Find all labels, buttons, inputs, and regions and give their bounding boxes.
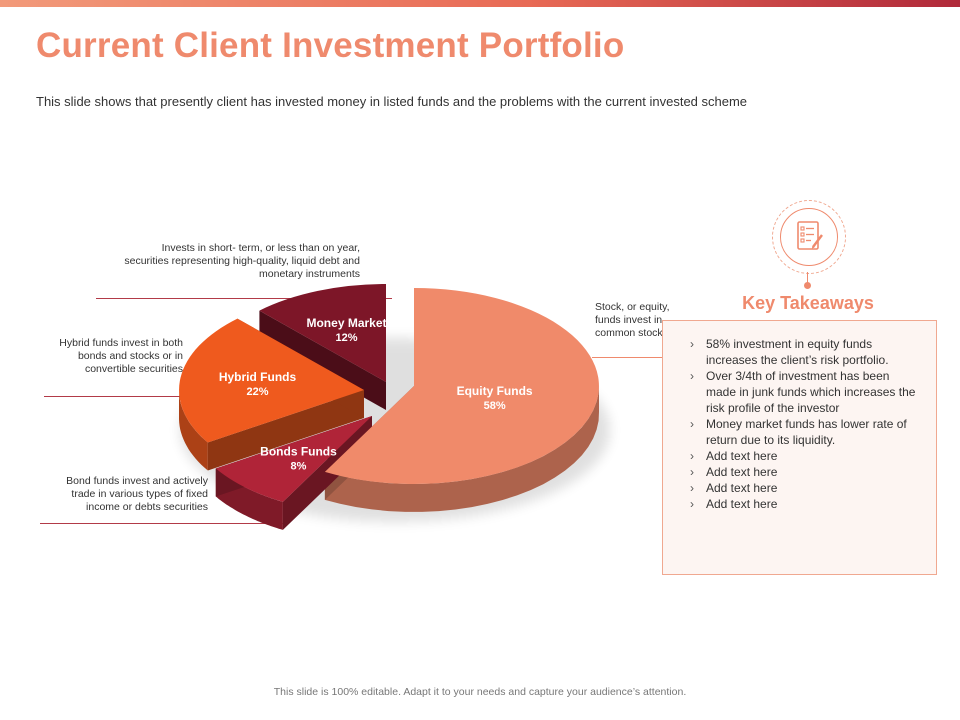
checklist-icon [772, 200, 846, 274]
takeaway-text: Add text here [706, 497, 778, 511]
leader-line-equity [592, 357, 684, 358]
takeaway-item: › Add text here [690, 496, 918, 512]
pie-slice-money-market [259, 284, 386, 382]
leader-line-hybrid [44, 396, 248, 397]
takeaway-item: › Over 3/4th of investment has been made … [690, 368, 918, 416]
pie-side-equity-funds [324, 383, 599, 512]
slice-value-label: 22% [246, 386, 268, 398]
pie-side-hybrid-funds [179, 387, 208, 471]
chevron-right-icon: › [690, 481, 694, 495]
icon-connector [807, 272, 808, 284]
takeaway-item: › Add text here [690, 480, 918, 496]
note-bonds: Bond funds invest and actively trade in … [66, 475, 208, 513]
slice-value-label: 8% [291, 460, 307, 472]
pie-chart-svg: Equity Funds 58% Bonds Funds 8% Hybrid Funds… [179, 284, 610, 530]
chevron-right-icon: › [690, 337, 694, 351]
slice-label: Equity Funds [457, 384, 533, 398]
pie-slice-bonds-funds [215, 416, 372, 502]
slice-label: Hybrid Funds [219, 370, 297, 384]
takeaway-text: Over 3/4th of investment has been made i… [706, 369, 916, 415]
chevron-right-icon: › [690, 417, 694, 431]
note-money-market: Invests in short- term, or less than on … [124, 242, 360, 280]
chevron-right-icon: › [690, 369, 694, 383]
chevron-right-icon: › [690, 497, 694, 511]
key-takeaways-list: › 58% investment in equity funds increase… [690, 336, 918, 512]
takeaway-text: Add text here [706, 449, 778, 463]
pie-chart: Equity Funds 58% Bonds Funds 8% Hybrid Funds… [150, 230, 630, 550]
slice-value-label: 12% [335, 332, 357, 344]
footer-note: This slide is 100% editable. Adapt it to… [273, 686, 687, 698]
leader-line-bonds [40, 523, 284, 524]
slice-value-label: 58% [484, 400, 506, 412]
pie-slice-equity-funds [324, 288, 599, 484]
takeaway-text: Add text here [706, 481, 778, 495]
icon-connector-dot [804, 282, 811, 289]
takeaway-item: › Add text here [690, 448, 918, 464]
takeaway-text: Add text here [706, 465, 778, 479]
key-takeaways-title: Key Takeaways [742, 293, 874, 313]
takeaway-item: › Money market funds has lower rate of re… [690, 416, 918, 448]
takeaway-text: Money market funds has lower rate of ret… [706, 417, 907, 447]
takeaway-item: › 58% investment in equity funds increase… [690, 336, 918, 368]
note-equity: Stock, or equity, funds invest in common… [595, 301, 670, 339]
pie-slice-hybrid-funds [179, 318, 364, 443]
key-takeaways-box [662, 320, 937, 575]
takeaway-text: 58% investment in equity funds increases… [706, 337, 889, 367]
note-hybrid: Hybrid funds invest in both bonds and st… [59, 337, 183, 375]
slice-label: Money Market [306, 316, 386, 330]
pie-cut-face [207, 390, 364, 471]
top-accent-bar [0, 0, 960, 7]
leader-line-money-market [96, 298, 392, 299]
slice-label: Bonds Funds [260, 444, 337, 458]
takeaway-item: › Add text here [690, 464, 918, 480]
chevron-right-icon: › [690, 465, 694, 479]
pie-labels: Equity Funds 58% Bonds Funds 8% Hybrid Funds… [219, 316, 533, 472]
chevron-right-icon: › [690, 449, 694, 463]
pie-tops [179, 284, 599, 502]
page-subtitle: This slide shows that presently client h… [36, 94, 748, 109]
page-title: Current Client Investment Portfolio [36, 26, 625, 65]
